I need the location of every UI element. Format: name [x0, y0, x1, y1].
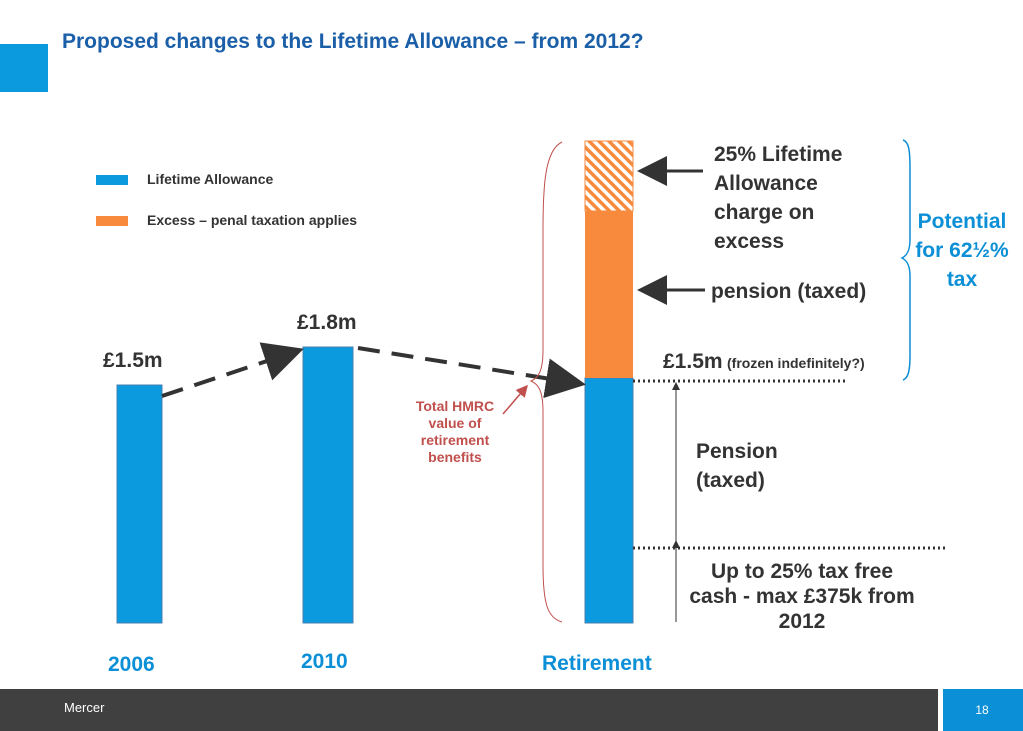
bar-retirement-allowance	[584, 377, 634, 624]
bar-2010	[302, 346, 354, 624]
value-label-2010: £1.8m	[297, 311, 357, 334]
tax-free-arrow-head	[672, 540, 680, 548]
slide-title: Proposed changes to the Lifetime Allowan…	[62, 30, 644, 53]
trend-arrow-2010-retirement	[357, 346, 586, 399]
retirement-value-note: (frozen indefinitely?)	[727, 355, 865, 371]
bar-retirement-charge	[584, 140, 634, 212]
pension-annotation: Pension (taxed)	[696, 440, 778, 492]
title-accent-block	[0, 44, 48, 92]
hmrc-note: Total HMRC value of retirement benefits	[415, 398, 495, 465]
year-label-retirement: Retirement	[542, 652, 652, 675]
bar-retirement-excess	[585, 211, 633, 378]
year-label-2010: 2010	[301, 650, 348, 673]
value-label-2006: £1.5m	[103, 349, 163, 372]
charge-annotation: 25% Lifetime Allowance charge on excess	[714, 143, 843, 253]
hmrc-total-brace	[529, 141, 563, 623]
legend-swatch-lifetime-allowance	[96, 175, 128, 185]
value-label-retirement: £1.5m (frozen indefinitely?)	[663, 350, 865, 374]
year-label-2006: 2006	[108, 653, 155, 676]
page-number: 18	[975, 703, 989, 717]
legend-swatch-excess	[96, 216, 128, 226]
potential-tax-annotation: Potential for 62½% tax	[915, 210, 1009, 291]
footer-bar	[0, 689, 938, 731]
potential-tax-brace	[900, 139, 911, 381]
page-number-box	[943, 689, 1023, 731]
pension-excess-annotation: pension (taxed)	[711, 280, 867, 303]
trend-arrow-2006-2010	[161, 342, 304, 398]
retirement-value: £1.5m	[663, 350, 723, 373]
legend-label-excess: Excess – penal taxation applies	[147, 212, 358, 228]
hmrc-pointer-arrow	[502, 384, 528, 415]
tax-free-annotation: Up to 25% tax free cash - max £375k from…	[689, 560, 915, 633]
footer-brand: Mercer	[64, 700, 105, 715]
legend-label-lifetime-allowance: Lifetime Allowance	[147, 171, 274, 187]
bar-2006	[116, 384, 163, 624]
